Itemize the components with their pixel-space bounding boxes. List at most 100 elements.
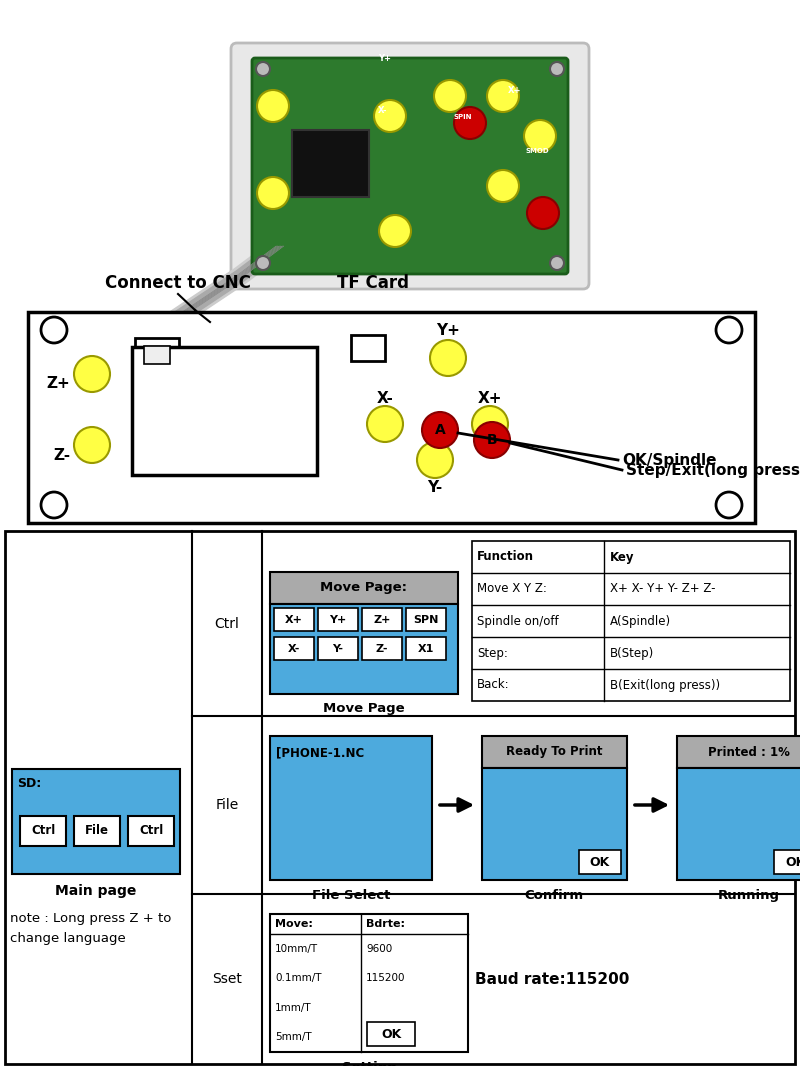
FancyBboxPatch shape [406, 637, 446, 660]
Circle shape [367, 406, 403, 442]
FancyBboxPatch shape [20, 815, 66, 846]
Text: Ctrl: Ctrl [139, 824, 163, 838]
FancyBboxPatch shape [12, 769, 180, 874]
Text: Function: Function [477, 550, 534, 564]
Text: 5mm/T: 5mm/T [275, 1032, 312, 1043]
Circle shape [472, 406, 508, 442]
FancyBboxPatch shape [270, 914, 468, 1052]
Text: OK: OK [785, 856, 800, 869]
Text: Y+: Y+ [436, 323, 460, 338]
Circle shape [256, 256, 270, 270]
Circle shape [716, 492, 742, 518]
Circle shape [41, 317, 67, 343]
Text: 9600: 9600 [366, 943, 392, 954]
Text: 1mm/T: 1mm/T [275, 1003, 312, 1013]
Text: Connect to CNC: Connect to CNC [105, 274, 251, 292]
Text: A: A [434, 423, 446, 437]
Text: X-: X- [377, 391, 394, 406]
FancyBboxPatch shape [231, 43, 589, 289]
FancyBboxPatch shape [270, 604, 458, 694]
Text: Confirm: Confirm [525, 889, 583, 902]
Text: change language: change language [10, 932, 126, 944]
FancyBboxPatch shape [318, 608, 358, 631]
Circle shape [487, 80, 519, 112]
Text: OK: OK [590, 856, 610, 869]
Circle shape [550, 62, 564, 76]
Text: Main page: Main page [55, 884, 137, 898]
Text: Move:: Move: [275, 919, 313, 928]
Text: Spindle on/off: Spindle on/off [477, 614, 558, 628]
Text: Move Page:: Move Page: [321, 581, 407, 595]
Circle shape [550, 256, 564, 270]
Text: Y-: Y- [333, 644, 343, 655]
Text: Printed : 1%: Printed : 1% [708, 745, 790, 759]
Circle shape [430, 340, 466, 376]
FancyBboxPatch shape [318, 637, 358, 660]
Text: SD:: SD: [17, 777, 42, 790]
Circle shape [422, 411, 458, 448]
Text: File Select: File Select [312, 889, 390, 902]
FancyBboxPatch shape [28, 312, 755, 523]
Text: Y+: Y+ [378, 54, 391, 63]
Text: X1: X1 [418, 644, 434, 655]
FancyBboxPatch shape [144, 346, 170, 364]
Text: Back:: Back: [477, 678, 510, 692]
Text: Y+: Y+ [330, 615, 346, 625]
Circle shape [716, 317, 742, 343]
Text: SMOD: SMOD [525, 148, 549, 154]
FancyBboxPatch shape [362, 608, 402, 631]
Text: Move Page: Move Page [323, 702, 405, 715]
Circle shape [379, 215, 411, 247]
FancyBboxPatch shape [367, 1022, 415, 1046]
FancyBboxPatch shape [135, 338, 179, 371]
FancyBboxPatch shape [270, 572, 458, 604]
FancyBboxPatch shape [482, 768, 627, 881]
Text: X-: X- [288, 644, 300, 655]
FancyBboxPatch shape [128, 815, 174, 846]
Text: File: File [215, 798, 238, 812]
Text: 10mm/T: 10mm/T [275, 943, 318, 954]
Text: Z-: Z- [376, 644, 388, 655]
Text: Ready To Print: Ready To Print [506, 745, 602, 759]
FancyBboxPatch shape [292, 130, 369, 197]
FancyBboxPatch shape [482, 736, 627, 768]
Text: B: B [486, 433, 498, 447]
Text: Z-: Z- [53, 448, 70, 463]
FancyBboxPatch shape [579, 850, 621, 874]
FancyBboxPatch shape [252, 58, 568, 274]
Text: note : Long press Z + to: note : Long press Z + to [10, 912, 171, 925]
Text: OK/Spindle: OK/Spindle [622, 453, 717, 468]
Text: Ctrl: Ctrl [31, 824, 55, 838]
Text: X+: X+ [478, 391, 502, 406]
Text: 0.1mm/T: 0.1mm/T [275, 973, 322, 983]
Text: X-: X- [378, 106, 388, 115]
Text: SPIN: SPIN [454, 114, 472, 120]
Circle shape [527, 197, 559, 229]
Text: X+ X- Y+ Y- Z+ Z-: X+ X- Y+ Y- Z+ Z- [610, 582, 715, 596]
Circle shape [257, 177, 289, 209]
Circle shape [487, 169, 519, 201]
FancyBboxPatch shape [5, 531, 795, 1064]
Circle shape [434, 80, 466, 112]
FancyBboxPatch shape [406, 608, 446, 631]
Text: 115200: 115200 [366, 973, 406, 983]
FancyBboxPatch shape [274, 637, 314, 660]
FancyBboxPatch shape [74, 815, 120, 846]
Text: Z+: Z+ [46, 376, 70, 391]
Circle shape [74, 427, 110, 463]
Circle shape [74, 356, 110, 392]
FancyBboxPatch shape [274, 608, 314, 631]
FancyBboxPatch shape [774, 850, 800, 874]
Text: Bdrte:: Bdrte: [366, 919, 405, 928]
Text: File: File [85, 824, 109, 838]
FancyBboxPatch shape [362, 637, 402, 660]
Circle shape [474, 422, 510, 458]
Text: Move X Y Z:: Move X Y Z: [477, 582, 547, 596]
Text: X+: X+ [508, 86, 522, 95]
FancyBboxPatch shape [677, 736, 800, 768]
Circle shape [256, 62, 270, 76]
Text: OK: OK [381, 1028, 401, 1040]
Text: Step:: Step: [477, 646, 508, 660]
Text: A(Spindle): A(Spindle) [610, 614, 671, 628]
Circle shape [374, 100, 406, 132]
